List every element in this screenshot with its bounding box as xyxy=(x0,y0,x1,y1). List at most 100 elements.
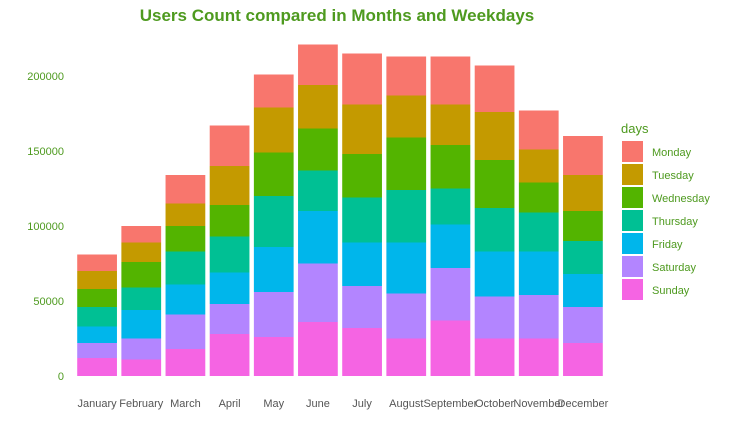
bar-segment-friday-january xyxy=(77,326,117,343)
bar-segment-thursday-february xyxy=(121,287,162,310)
bar-segment-sunday-june xyxy=(298,322,338,376)
x-tick-label: February xyxy=(119,398,164,410)
bar-segment-monday-april xyxy=(209,125,250,166)
bar-segment-tuesday-september xyxy=(430,104,471,145)
legend-key-thursday xyxy=(622,210,643,231)
legend-label-thursday: Thursday xyxy=(652,216,698,228)
y-tick-label: 50000 xyxy=(33,296,64,308)
bar-segment-monday-january xyxy=(77,254,117,271)
bar-segment-tuesday-october xyxy=(474,112,515,160)
bar-segment-friday-may xyxy=(253,247,294,292)
bar-segment-wednesday-may xyxy=(253,152,294,196)
bar-segment-wednesday-october xyxy=(474,160,515,208)
x-tick-label: July xyxy=(352,398,372,410)
x-tick-label: March xyxy=(170,398,201,410)
legend-key-friday xyxy=(622,233,643,254)
bar-segment-sunday-august xyxy=(386,338,427,376)
bar-segment-sunday-july xyxy=(342,328,382,376)
bar-segment-sunday-september xyxy=(430,320,471,376)
bar-segment-sunday-november xyxy=(518,338,559,376)
bar-segment-tuesday-june xyxy=(298,85,338,129)
bar-segment-thursday-march xyxy=(165,251,206,285)
legend-key-wednesday xyxy=(622,187,643,208)
legend-key-monday xyxy=(622,141,643,162)
bar-segment-tuesday-november xyxy=(518,149,559,183)
bar-segment-saturday-october xyxy=(474,296,515,339)
bar-segment-friday-february xyxy=(121,310,162,339)
x-tick-label: May xyxy=(263,398,284,410)
x-tick-label: October xyxy=(475,398,514,410)
legend-label-monday: Monday xyxy=(652,147,692,159)
bar-segment-wednesday-april xyxy=(209,205,250,237)
legend-key-tuesday xyxy=(622,164,643,185)
bar-segment-monday-october xyxy=(474,65,515,112)
bar-segment-friday-november xyxy=(518,251,559,295)
bar-segment-friday-april xyxy=(209,272,250,304)
x-tick-label: June xyxy=(306,398,330,410)
bar-segment-thursday-june xyxy=(298,170,338,211)
bar-segment-saturday-may xyxy=(253,292,294,337)
bar-segment-friday-july xyxy=(342,242,382,286)
bar-segment-thursday-august xyxy=(386,190,427,243)
bar-segment-tuesday-april xyxy=(209,166,250,205)
legend-label-tuesday: Tuesday xyxy=(652,170,694,182)
bar-segment-monday-november xyxy=(518,110,559,150)
x-tick-label: April xyxy=(219,398,241,410)
bar-segment-wednesday-january xyxy=(77,289,117,307)
bar-segment-saturday-february xyxy=(121,338,162,360)
bars xyxy=(77,44,603,376)
bar-segment-saturday-april xyxy=(209,304,250,334)
bar-segment-tuesday-february xyxy=(121,242,162,262)
bar-segment-monday-june xyxy=(298,44,338,85)
bar-segment-wednesday-february xyxy=(121,262,162,288)
bar-segment-thursday-may xyxy=(253,196,294,247)
bar-segment-friday-december xyxy=(563,274,603,307)
bar-segment-saturday-june xyxy=(298,263,338,322)
bar-segment-tuesday-january xyxy=(77,271,117,289)
bar-segment-friday-october xyxy=(474,251,515,297)
bar-segment-thursday-january xyxy=(77,307,117,327)
bar-segment-sunday-october xyxy=(474,338,515,376)
bar-segment-friday-june xyxy=(298,211,338,264)
legend-label-sunday: Sunday xyxy=(652,285,690,297)
bar-segment-tuesday-august xyxy=(386,95,427,138)
bar-segment-sunday-april xyxy=(209,334,250,376)
bar-segment-thursday-october xyxy=(474,208,515,252)
legend-label-wednesday: Wednesday xyxy=(652,193,710,205)
bar-segment-wednesday-august xyxy=(386,137,427,190)
legend-key-sunday xyxy=(622,279,643,300)
bar-segment-sunday-may xyxy=(253,337,294,376)
bar-segment-thursday-december xyxy=(563,241,603,274)
bar-segment-saturday-january xyxy=(77,343,117,358)
bar-segment-monday-august xyxy=(386,56,427,96)
bar-segment-saturday-august xyxy=(386,293,427,339)
bar-segment-sunday-march xyxy=(165,349,206,376)
bar-segment-monday-february xyxy=(121,226,162,243)
bar-segment-thursday-september xyxy=(430,188,471,225)
bar-segment-saturday-july xyxy=(342,286,382,328)
bar-segment-tuesday-december xyxy=(563,175,603,211)
bar-segment-monday-september xyxy=(430,56,471,105)
bar-segment-saturday-march xyxy=(165,314,206,349)
y-tick-label: 150000 xyxy=(27,146,64,158)
bar-segment-wednesday-july xyxy=(342,154,382,198)
legend-key-saturday xyxy=(622,256,643,277)
bar-segment-wednesday-december xyxy=(563,211,603,241)
bar-segment-wednesday-june xyxy=(298,128,338,171)
bar-segment-tuesday-july xyxy=(342,104,382,154)
bar-segment-thursday-november xyxy=(518,212,559,252)
legend: days Monday Tuesday Wednesday Thursday Frida… xyxy=(621,121,710,300)
x-tick-label: September xyxy=(424,398,478,410)
y-tick-label: 200000 xyxy=(27,71,64,83)
bar-segment-friday-march xyxy=(165,284,206,315)
bar-segment-sunday-february xyxy=(121,359,162,376)
bar-segment-saturday-november xyxy=(518,295,559,339)
bar-segment-friday-september xyxy=(430,224,471,268)
bar-segment-sunday-december xyxy=(563,343,603,376)
y-axis: 0 50000 100000 150000 200000 xyxy=(27,71,64,383)
x-axis: January February March April May June July Augu… xyxy=(78,398,609,410)
legend-label-friday: Friday xyxy=(652,239,683,251)
x-tick-label: November xyxy=(513,398,564,410)
